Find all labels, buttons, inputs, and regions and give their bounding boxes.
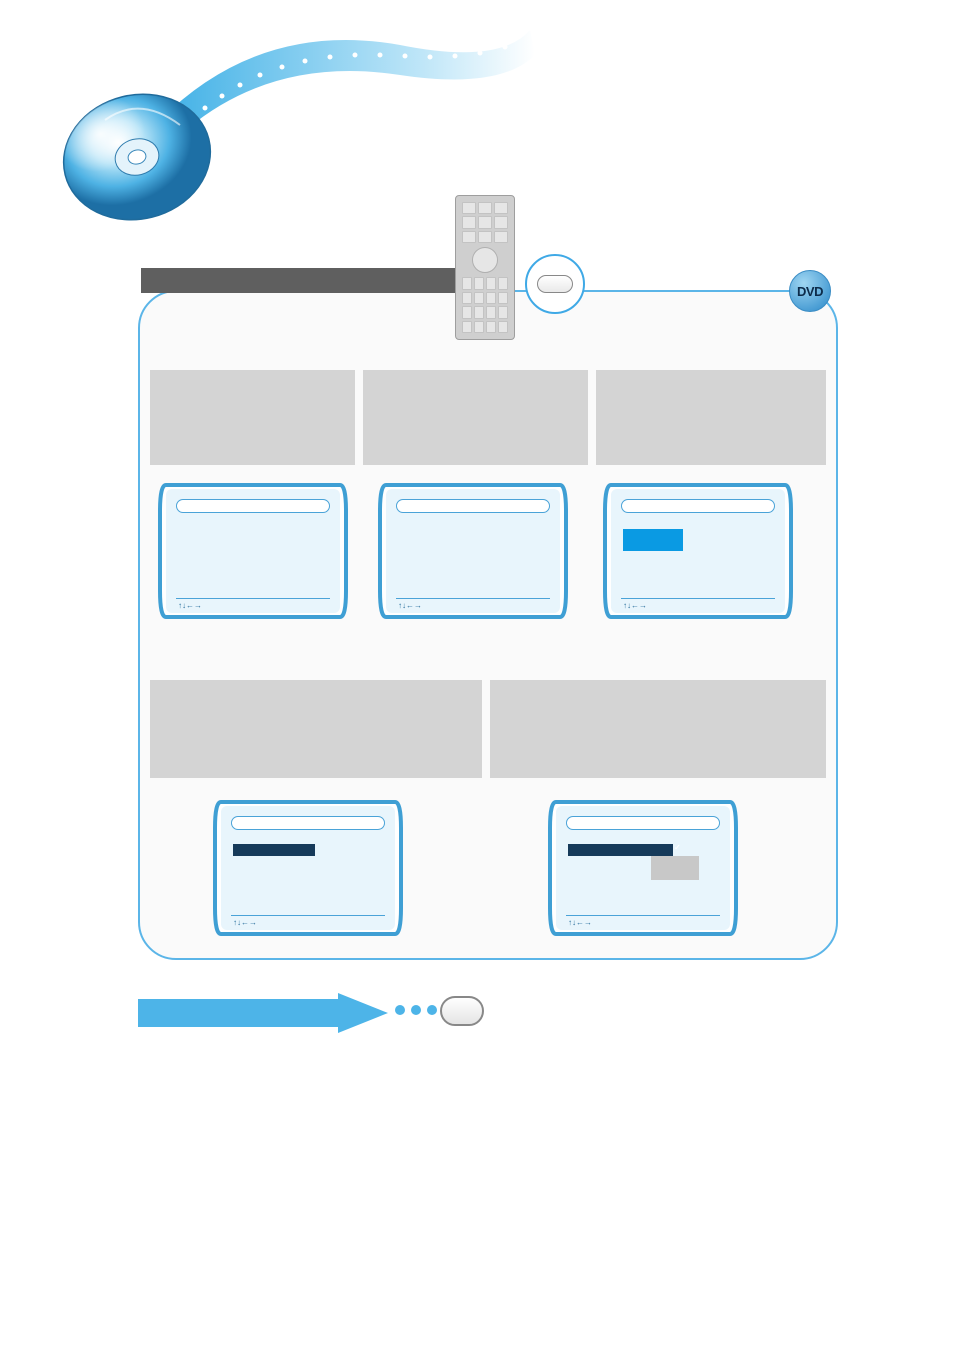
tv-screen-4: ↑↓←→: [213, 798, 403, 938]
callout-button-icon: [537, 275, 573, 293]
tv-screen-2: ↑↓←→: [378, 481, 568, 621]
tv-screen-1: ↑↓←→: [158, 481, 348, 621]
note-dots: [395, 1005, 437, 1015]
instruction-box-3: [596, 370, 826, 465]
note-button-icon: [440, 996, 484, 1026]
remote-control-illustration: [455, 195, 515, 340]
note-arrow: [138, 993, 388, 1033]
button-callout: [525, 254, 585, 314]
tv-screen-3: ↑↓←→: [603, 481, 793, 621]
title-bar: [141, 268, 481, 293]
instruction-box-2: [363, 370, 588, 465]
header-artwork: [60, 20, 540, 200]
instruction-box-5: [490, 680, 826, 778]
tv-screen-5: ✓ ↑↓←→: [548, 798, 738, 938]
disc-graphic: [60, 75, 215, 230]
dvd-badge: DVD: [789, 270, 831, 312]
instruction-box-4: [150, 680, 482, 778]
instruction-box-1: [150, 370, 355, 465]
